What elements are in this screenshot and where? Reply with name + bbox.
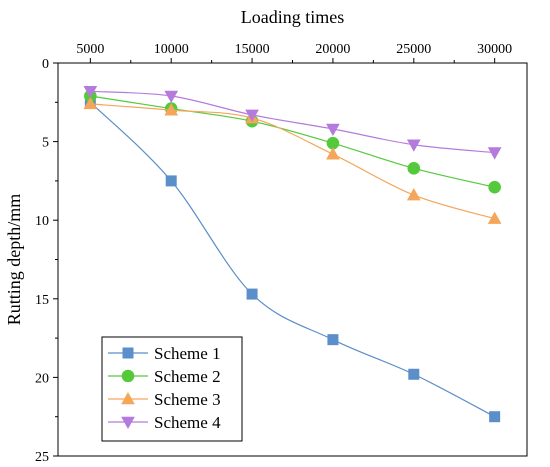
legend-item: Scheme 4 <box>108 413 221 432</box>
legend-item: Scheme 2 <box>108 367 221 386</box>
legend-label: Scheme 3 <box>154 390 221 409</box>
y-axis-title: Rutting depth/mm <box>4 194 24 326</box>
x-tick-label: 15000 <box>235 42 270 57</box>
data-point <box>164 90 179 104</box>
legend-item: Scheme 1 <box>108 344 221 363</box>
data-point <box>406 188 421 201</box>
data-point <box>326 123 340 137</box>
data-point <box>327 334 339 346</box>
legend-marker <box>122 347 134 359</box>
data-point <box>164 103 179 116</box>
y-tick-label: 25 <box>35 450 49 465</box>
series-3 <box>83 96 502 224</box>
x-tick-label: 10000 <box>154 42 189 57</box>
x-axis-title: Loading times <box>241 7 344 27</box>
data-point <box>246 288 258 300</box>
data-point <box>165 175 177 187</box>
y-tick-label: 10 <box>35 214 49 229</box>
x-axis: 5000 10000 15000 20000 25000 30000 <box>76 42 512 63</box>
data-point <box>489 411 501 423</box>
series-line <box>90 103 495 220</box>
data-point <box>83 96 98 110</box>
data-point <box>406 139 421 152</box>
legend-marker <box>121 416 135 430</box>
data-point <box>487 147 502 160</box>
data-point <box>245 109 259 122</box>
legend-label: Scheme 2 <box>154 367 221 386</box>
series-line <box>90 90 495 154</box>
y-tick-label: 0 <box>42 57 49 72</box>
y-tick-label: 20 <box>35 371 49 386</box>
series-4 <box>83 85 502 160</box>
data-point <box>407 162 421 175</box>
series-line <box>90 95 495 188</box>
data-point <box>487 211 502 224</box>
legend-marker <box>121 369 135 383</box>
x-tick-label: 30000 <box>477 42 512 57</box>
y-tick-label: 5 <box>42 136 49 151</box>
x-tick-label: 25000 <box>396 42 431 57</box>
data-point <box>488 180 501 194</box>
x-tick-label: 5000 <box>76 42 104 57</box>
x-tick-label: 20000 <box>315 42 350 57</box>
y-axis: 0 5 10 15 20 25 <box>35 57 58 465</box>
legend-label: Scheme 4 <box>154 413 221 432</box>
y-tick-label: 15 <box>35 293 49 308</box>
legend-marker <box>121 391 135 405</box>
series-2 <box>84 89 501 194</box>
legend: Scheme 1 Scheme 2 Scheme 3 Scheme 4 <box>101 336 243 442</box>
data-point <box>408 368 420 380</box>
data-point <box>83 85 98 99</box>
legend-label: Scheme 1 <box>154 344 221 363</box>
data-point <box>326 147 340 160</box>
legend-item: Scheme 3 <box>108 390 221 409</box>
series-layer <box>83 85 502 423</box>
